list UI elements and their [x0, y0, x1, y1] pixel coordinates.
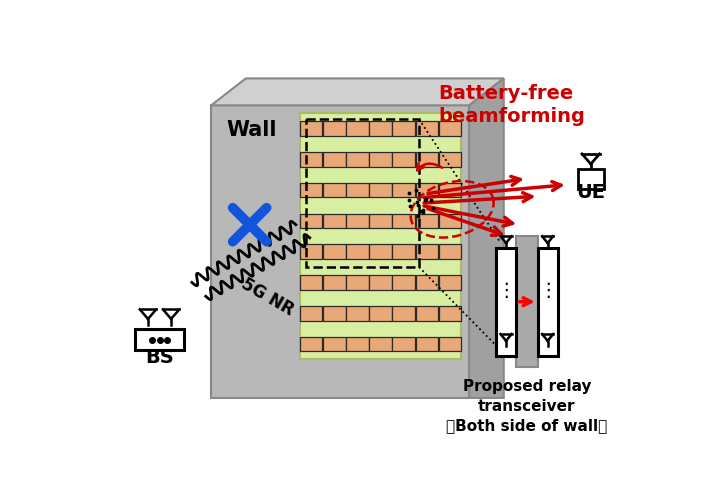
FancyBboxPatch shape — [438, 245, 461, 259]
FancyBboxPatch shape — [438, 306, 461, 320]
FancyBboxPatch shape — [300, 121, 323, 136]
FancyBboxPatch shape — [392, 183, 415, 197]
FancyBboxPatch shape — [392, 152, 415, 167]
FancyBboxPatch shape — [415, 337, 438, 352]
FancyBboxPatch shape — [438, 213, 461, 228]
FancyBboxPatch shape — [346, 306, 369, 320]
FancyBboxPatch shape — [323, 337, 346, 352]
FancyBboxPatch shape — [392, 306, 415, 320]
FancyBboxPatch shape — [300, 152, 323, 167]
FancyBboxPatch shape — [346, 275, 369, 290]
FancyBboxPatch shape — [438, 152, 461, 167]
FancyBboxPatch shape — [346, 152, 369, 167]
FancyBboxPatch shape — [392, 275, 415, 290]
FancyBboxPatch shape — [346, 183, 369, 197]
FancyBboxPatch shape — [415, 121, 438, 136]
Text: Proposed relay
transceiver
（Both side of wall）: Proposed relay transceiver （Both side of… — [446, 379, 608, 433]
FancyBboxPatch shape — [415, 275, 438, 290]
FancyBboxPatch shape — [300, 337, 323, 352]
FancyBboxPatch shape — [415, 245, 438, 259]
FancyBboxPatch shape — [323, 306, 346, 320]
FancyBboxPatch shape — [415, 213, 438, 228]
FancyBboxPatch shape — [346, 337, 369, 352]
FancyBboxPatch shape — [323, 245, 346, 259]
FancyBboxPatch shape — [415, 306, 438, 320]
FancyBboxPatch shape — [323, 213, 346, 228]
FancyBboxPatch shape — [392, 245, 415, 259]
Polygon shape — [300, 113, 462, 359]
FancyBboxPatch shape — [516, 236, 538, 367]
FancyBboxPatch shape — [369, 245, 392, 259]
FancyBboxPatch shape — [135, 329, 184, 350]
FancyBboxPatch shape — [300, 306, 323, 320]
FancyBboxPatch shape — [438, 275, 461, 290]
FancyBboxPatch shape — [369, 213, 392, 228]
FancyBboxPatch shape — [369, 306, 392, 320]
FancyBboxPatch shape — [369, 337, 392, 352]
FancyBboxPatch shape — [346, 121, 369, 136]
FancyBboxPatch shape — [392, 121, 415, 136]
FancyBboxPatch shape — [346, 213, 369, 228]
FancyBboxPatch shape — [323, 275, 346, 290]
FancyBboxPatch shape — [346, 245, 369, 259]
FancyBboxPatch shape — [415, 183, 438, 197]
FancyBboxPatch shape — [369, 121, 392, 136]
FancyBboxPatch shape — [369, 275, 392, 290]
Polygon shape — [469, 78, 504, 398]
FancyBboxPatch shape — [496, 248, 516, 355]
Text: UE: UE — [576, 183, 606, 202]
Text: ⋮: ⋮ — [538, 281, 557, 300]
FancyBboxPatch shape — [300, 183, 323, 197]
Text: ⋮: ⋮ — [496, 281, 516, 300]
FancyBboxPatch shape — [392, 337, 415, 352]
Text: Wall: Wall — [227, 120, 277, 140]
Polygon shape — [211, 78, 504, 106]
FancyBboxPatch shape — [323, 152, 346, 167]
FancyBboxPatch shape — [438, 121, 461, 136]
Text: 5G NR: 5G NR — [238, 275, 297, 319]
FancyBboxPatch shape — [323, 183, 346, 197]
Text: BS: BS — [145, 349, 174, 367]
FancyBboxPatch shape — [415, 152, 438, 167]
FancyBboxPatch shape — [369, 152, 392, 167]
Text: Battery-free
beamforming: Battery-free beamforming — [438, 84, 585, 126]
FancyBboxPatch shape — [538, 248, 558, 355]
FancyBboxPatch shape — [300, 213, 323, 228]
FancyBboxPatch shape — [323, 121, 346, 136]
FancyBboxPatch shape — [392, 213, 415, 228]
FancyBboxPatch shape — [577, 169, 604, 189]
FancyBboxPatch shape — [369, 183, 392, 197]
FancyBboxPatch shape — [438, 183, 461, 197]
FancyBboxPatch shape — [300, 245, 323, 259]
FancyBboxPatch shape — [438, 337, 461, 352]
FancyBboxPatch shape — [300, 275, 323, 290]
Polygon shape — [211, 106, 469, 398]
